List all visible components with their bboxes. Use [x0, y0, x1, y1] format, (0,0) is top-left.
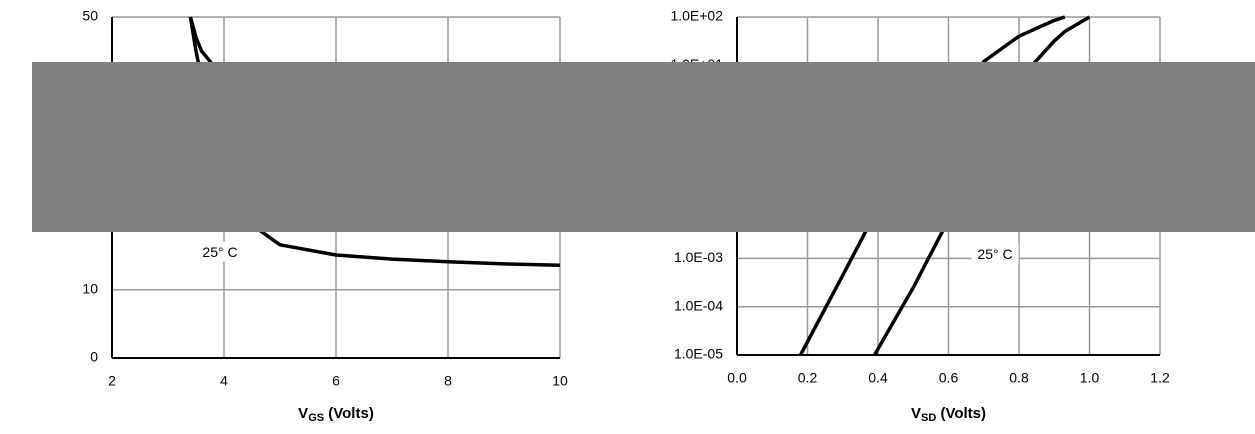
x-label-part: V [298, 405, 308, 422]
annotation-part: 25° C [202, 244, 237, 260]
x-tick-label: 1.2 [1150, 370, 1170, 386]
x-axis-label: VSD (Volts) [911, 405, 986, 424]
y-tick-label: 50 [82, 8, 98, 24]
x-tick-label: 8 [444, 373, 452, 389]
annotation-bg [196, 241, 244, 262]
y-tick-label: 1.0E-03 [674, 249, 723, 265]
x-label-part: SD [921, 412, 936, 424]
x-tick-label: 2 [108, 373, 116, 389]
annotation: 25° C [202, 244, 237, 260]
occluding-bar [32, 62, 1255, 232]
annotation: 25° C [977, 246, 1012, 262]
y-tick-label: 1.0E-05 [674, 346, 723, 362]
x-tick-label: 0.6 [939, 370, 959, 386]
x-label-part: (Volts) [324, 405, 374, 422]
y-tick-label: 10 [82, 281, 98, 297]
annotation-bg [971, 243, 1019, 264]
x-tick-label: 6 [332, 373, 340, 389]
y-tick-label: 1.0E-04 [674, 297, 723, 313]
x-label-part: GS [308, 412, 324, 424]
x-tick-label: 0.0 [727, 370, 747, 386]
x-label-part: V [911, 405, 921, 422]
annotation-part: 25° C [977, 246, 1012, 262]
annotation-bg [463, 28, 547, 56]
x-axis-label: VGS (Volts) [298, 405, 374, 424]
x-tick-label: 0.8 [1009, 370, 1029, 386]
x-tick-label: 10 [552, 373, 568, 389]
x-tick-label: 1.0 [1080, 370, 1100, 386]
x-tick-label: 4 [220, 373, 228, 389]
y-tick-label: 1.0E+02 [670, 8, 723, 24]
y-tick-label: 0 [90, 349, 98, 365]
x-tick-label: 0.4 [868, 370, 888, 386]
x-tick-label: 0.2 [798, 370, 818, 386]
x-label-part: (Volts) [936, 405, 986, 422]
